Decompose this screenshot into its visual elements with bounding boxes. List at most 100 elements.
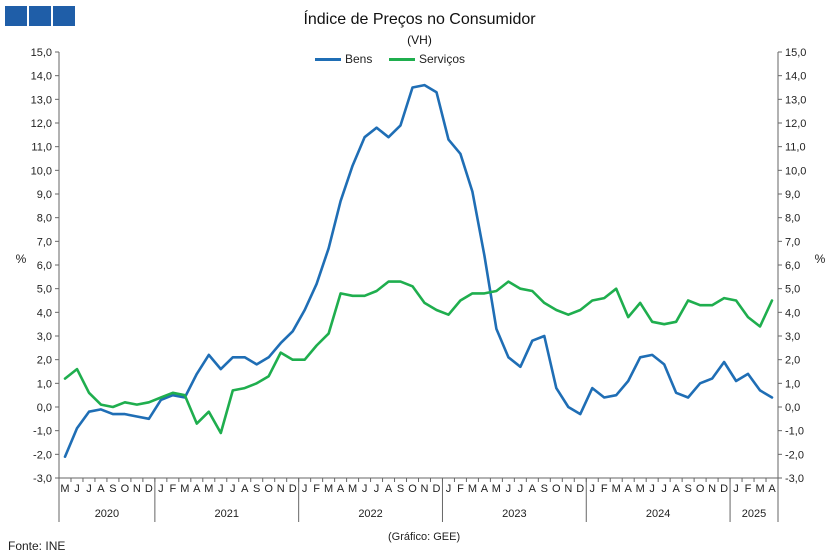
y-tick-label-left: 3,0: [37, 331, 52, 343]
legend-item-bens: Bens: [315, 52, 372, 66]
y-tick-label-left: 14,0: [31, 71, 52, 83]
x-tick-label: A: [385, 483, 393, 495]
x-tick-label: F: [457, 483, 464, 495]
y-tick-label-right: -2,0: [785, 449, 804, 461]
y-tick-label-left: 1,0: [37, 378, 52, 390]
y-tick-label-left: -3,0: [33, 473, 52, 485]
x-tick-label: J: [506, 483, 512, 495]
x-tick-label: O: [408, 483, 417, 495]
y-tick-label-right: -1,0: [785, 426, 804, 438]
y-tick-label-left: 2,0: [37, 355, 52, 367]
y-tick-label-left: 7,0: [37, 236, 52, 248]
x-tick-label: D: [720, 483, 728, 495]
y-tick-label-right: 3,0: [785, 331, 800, 343]
legend-label-bens: Bens: [345, 52, 373, 66]
logo-block: [29, 6, 51, 26]
y-tick-label-right: 7,0: [785, 236, 800, 248]
x-tick-label: M: [492, 483, 501, 495]
y-tick-label-left: 4,0: [37, 307, 52, 319]
legend-swatch-servicos: [389, 57, 415, 61]
x-tick-label: D: [576, 483, 584, 495]
y-tick-label-left: 6,0: [37, 260, 52, 272]
x-tick-label: F: [169, 483, 176, 495]
x-tick-label: S: [541, 483, 548, 495]
x-tick-label: N: [277, 483, 285, 495]
y-tick-label-right: 14,0: [785, 71, 806, 83]
x-tick-label: J: [86, 483, 92, 495]
y-tick-label-left: 15,0: [31, 47, 52, 59]
x-tick-label: O: [121, 483, 130, 495]
x-tick-label: D: [432, 483, 440, 495]
y-tick-label-left: 10,0: [31, 165, 52, 177]
x-tick-label: J: [230, 483, 236, 495]
y-tick-label-right: -3,0: [785, 473, 804, 485]
y-tick-label-right: 1,0: [785, 378, 800, 390]
series-line-servicos: [63, 280, 774, 435]
y-tick-label-left: 5,0: [37, 284, 52, 296]
x-tick-label: A: [481, 483, 489, 495]
x-tick-label: A: [241, 483, 249, 495]
year-label: 2022: [358, 508, 382, 520]
x-tick-label: F: [313, 483, 320, 495]
logo-block: [53, 6, 75, 26]
x-tick-label: A: [625, 483, 633, 495]
x-tick-label: A: [672, 483, 680, 495]
x-tick-label: J: [733, 483, 739, 495]
x-tick-label: S: [109, 483, 116, 495]
legend-item-servicos: Serviços: [389, 52, 465, 66]
y-tick-label-right: 11,0: [785, 142, 806, 154]
chart-title: Índice de Preços no Consumidor: [303, 11, 536, 28]
x-tick-label: M: [204, 483, 213, 495]
x-tick-label: J: [518, 483, 524, 495]
x-tick-label: J: [302, 483, 308, 495]
x-tick-label: A: [529, 483, 537, 495]
year-label: 2020: [95, 508, 119, 520]
x-tick-label: M: [348, 483, 357, 495]
year-label: 2021: [215, 508, 239, 520]
x-tick-label: J: [649, 483, 655, 495]
x-tick-label: J: [74, 483, 80, 495]
y-tick-label-right: 0,0: [785, 402, 800, 414]
chart-subtitle: (VH): [407, 33, 432, 47]
y-tick-label-left: 0,0: [37, 402, 52, 414]
x-tick-label: N: [133, 483, 141, 495]
x-tick-label: J: [661, 483, 667, 495]
x-tick-label: O: [264, 483, 273, 495]
x-tick-label: F: [745, 483, 752, 495]
x-tick-label: M: [755, 483, 764, 495]
y-tick-label-left: -2,0: [33, 449, 52, 461]
y-tick-label-left: 8,0: [37, 213, 52, 225]
x-tick-label: S: [684, 483, 691, 495]
y-axis-label-right: %: [815, 252, 826, 266]
x-tick-label: J: [590, 483, 596, 495]
x-tick-label: M: [612, 483, 621, 495]
x-tick-label: A: [337, 483, 345, 495]
year-label: 2024: [646, 508, 670, 520]
x-tick-label: S: [253, 483, 260, 495]
legend-swatch-bens: [315, 57, 341, 61]
x-tick-label: M: [324, 483, 333, 495]
y-tick-label-right: 13,0: [785, 94, 806, 106]
x-tick-label: M: [636, 483, 645, 495]
x-tick-label: N: [708, 483, 716, 495]
y-tick-label-right: 5,0: [785, 284, 800, 296]
x-tick-label: J: [446, 483, 452, 495]
x-tick-label: O: [696, 483, 705, 495]
y-tick-label-right: 10,0: [785, 165, 806, 177]
x-tick-label: A: [97, 483, 105, 495]
y-tick-label-right: 8,0: [785, 213, 800, 225]
y-tick-label-left: 9,0: [37, 189, 52, 201]
y-tick-label-right: 2,0: [785, 355, 800, 367]
x-tick-label: D: [289, 483, 297, 495]
x-tick-label: M: [180, 483, 189, 495]
legend: Bens Serviços: [0, 52, 839, 68]
y-tick-label-left: 11,0: [31, 142, 52, 154]
x-tick-label: M: [60, 483, 69, 495]
x-tick-label: A: [768, 483, 776, 495]
x-tick-label: A: [193, 483, 201, 495]
logo-block: [5, 6, 27, 26]
x-tick-label: N: [421, 483, 429, 495]
x-tick-label: J: [362, 483, 368, 495]
credit-note: (Gráfico: GEE): [388, 531, 461, 543]
